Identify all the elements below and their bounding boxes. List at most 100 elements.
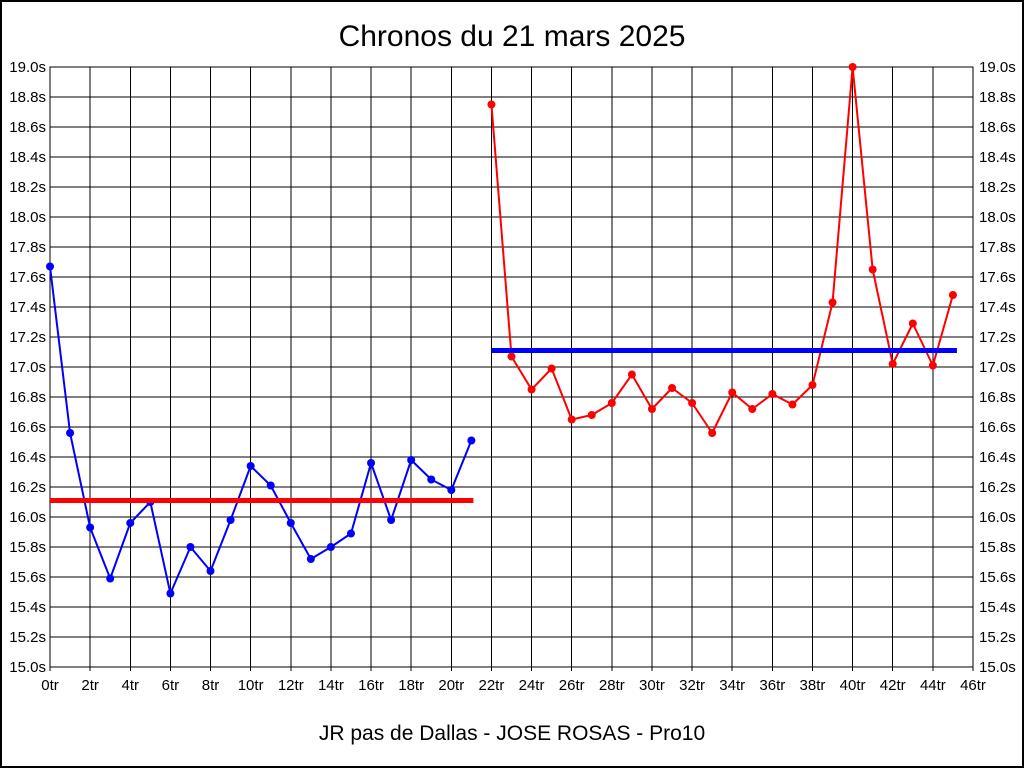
x-tick-label: 22tr [479,677,505,694]
x-tick-label: 2tr [81,677,99,694]
y-tick-label: 18.0s [9,209,46,226]
y-tick-label: 16.8s [979,389,1016,406]
x-tick-label: 24tr [519,677,545,694]
x-tick-label: 32tr [679,677,705,694]
data-point [668,384,677,392]
y-tick-label: 18.6s [9,119,46,136]
x-tick-label: 6tr [162,677,180,694]
y-tick-label: 19.0s [9,59,46,76]
y-tick-label: 17.8s [979,239,1016,256]
y-tick-label: 18.2s [9,179,46,196]
data-point [748,405,757,413]
data-point [447,486,456,494]
data-point [206,567,215,575]
x-tick-label: 14tr [318,677,344,694]
x-tick-label: 12tr [278,677,304,694]
data-point [106,574,115,583]
data-point [587,411,596,419]
data-point [888,360,897,368]
y-tick-label: 15.8s [9,539,46,556]
data-point [487,100,496,109]
x-tick-label: 36tr [759,677,785,694]
y-tick-label: 15.8s [979,539,1016,556]
y-tick-label: 15.4s [9,599,46,616]
y-tick-label: 15.6s [9,569,46,586]
x-tick-label: 20tr [438,677,464,694]
data-point [808,381,817,389]
y-tick-label: 17.6s [9,269,46,286]
x-tick-label: 42tr [880,677,906,694]
data-point [246,462,255,470]
data-point [126,519,135,527]
data-point [948,291,957,299]
y-tick-label: 16.2s [9,479,46,496]
data-point [46,262,54,271]
data-point [507,352,516,361]
y-tick-label: 17.6s [979,269,1016,286]
data-point [66,429,75,437]
data-point [908,319,917,328]
y-tick-label: 15.4s [979,599,1016,616]
y-tick-label: 16.2s [979,479,1016,496]
y-tick-label: 18.8s [9,89,46,106]
x-tick-label: 8tr [202,677,220,694]
data-point [186,543,195,551]
y-tick-label: 18.2s [979,179,1016,196]
data-point [547,364,556,373]
data-point [266,481,275,490]
data-point [848,63,857,71]
data-point [467,436,476,445]
data-point [306,555,315,563]
y-tick-label: 16.0s [9,509,46,526]
y-tick-label: 15.2s [9,629,46,646]
y-tick-label: 16.0s [979,509,1016,526]
x-tick-label: 16tr [358,677,384,694]
y-tick-label: 17.2s [979,329,1016,346]
data-point [326,543,335,551]
x-tick-label: 18tr [398,677,424,694]
data-point [607,399,616,407]
data-point [828,298,837,307]
y-tick-label: 19.0s [979,59,1016,76]
y-tick-label: 17.8s [9,239,46,256]
y-tick-label: 17.2s [9,329,46,346]
x-tick-label: 40tr [840,677,866,694]
x-tick-label: 44tr [920,677,946,694]
data-point [928,361,937,370]
x-axis-labels: 0tr 2tr 4tr 6tr 8tr 10tr 12tr 14tr 16tr 18tr 20tr 2… [41,677,986,694]
x-tick-label: 4tr [122,677,140,694]
data-point [166,589,175,598]
y-tick-label: 17.4s [9,299,46,316]
data-point [346,529,355,538]
y-tick-label: 16.4s [9,449,46,466]
y-tick-label: 17.4s [979,299,1016,316]
y-tick-label: 16.6s [9,419,46,436]
y-axis-labels-right: 19.0s 18.8s 18.6s 18.4s 18.2s 18.0s 17.8s 17.6s… [979,59,1016,676]
series-laps-22-45 [487,63,957,437]
data-point [86,523,95,532]
x-tick-label: 28tr [599,677,625,694]
x-tick-label: 0tr [41,677,59,694]
data-point [768,390,777,398]
y-tick-label: 15.0s [9,659,46,676]
y-tick-label: 15.6s [979,569,1016,586]
y-tick-label: 18.4s [979,149,1016,166]
data-point [527,385,536,394]
grid-layer [49,66,974,671]
y-axis-labels-left: 19.0s 18.8s 18.6s 18.4s 18.2s 18.0s 17.8s 17.6s… [9,59,46,676]
chart-footer: JR pas de Dallas - JOSE ROSAS - Pro10 [318,722,706,745]
y-tick-label: 17.0s [979,359,1016,376]
plot-border [49,66,974,668]
y-tick-label: 16.6s [979,419,1016,436]
data-point [627,370,636,379]
data-point [728,388,737,397]
y-tick-label: 17.0s [9,359,46,376]
series-laps-0-21 [46,262,476,598]
data-point [567,415,576,424]
x-tick-label: 46tr [960,677,986,694]
data-point [708,429,717,437]
data-point [367,459,376,467]
y-tick-label: 18.0s [979,209,1016,226]
